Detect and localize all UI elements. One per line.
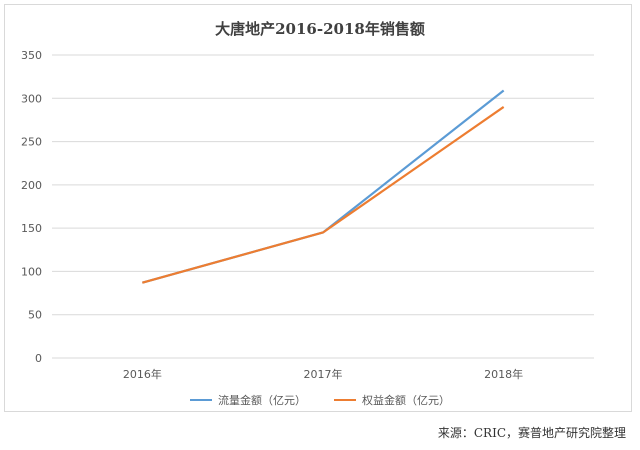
series-line-0 (142, 89, 505, 284)
y-tick-label: 350 (21, 49, 42, 62)
legend-item-flow: 流量金额（亿元） (190, 392, 306, 408)
series-lines (142, 89, 505, 284)
x-tick-label: 2017年 (304, 367, 343, 381)
gridlines (52, 54, 594, 359)
chart-frame (4, 4, 632, 412)
source-note: 来源：CRIC，赛普地产研究院整理 (437, 426, 626, 440)
x-tick-label: 2018年 (484, 367, 523, 381)
legend-item-equity: 权益金额（亿元） (334, 392, 450, 408)
series-line-1 (142, 106, 505, 284)
y-tick-label: 100 (21, 265, 42, 278)
y-tick-label: 200 (21, 179, 42, 192)
y-tick-label: 300 (21, 92, 42, 105)
legend-label-flow: 流量金额（亿元） (218, 394, 306, 407)
legend-swatch-flow (190, 399, 212, 401)
y-tick-label: 0 (35, 352, 42, 365)
x-axis-ticks: 2016年 2017年 2018年 (123, 367, 523, 381)
legend: 流量金额（亿元） 权益金额（亿元） (0, 392, 640, 408)
y-tick-label: 150 (21, 222, 42, 235)
y-tick-label: 50 (28, 309, 42, 322)
y-axis-ticks: 0 50 100 150 200 250 300 350 (21, 49, 42, 365)
chart-title: 大唐地产2016-2018年销售额 (215, 20, 425, 38)
x-tick-label: 2016年 (123, 367, 162, 381)
legend-label-equity: 权益金额（亿元） (362, 394, 450, 407)
legend-swatch-equity (334, 399, 356, 401)
y-tick-label: 250 (21, 136, 42, 149)
